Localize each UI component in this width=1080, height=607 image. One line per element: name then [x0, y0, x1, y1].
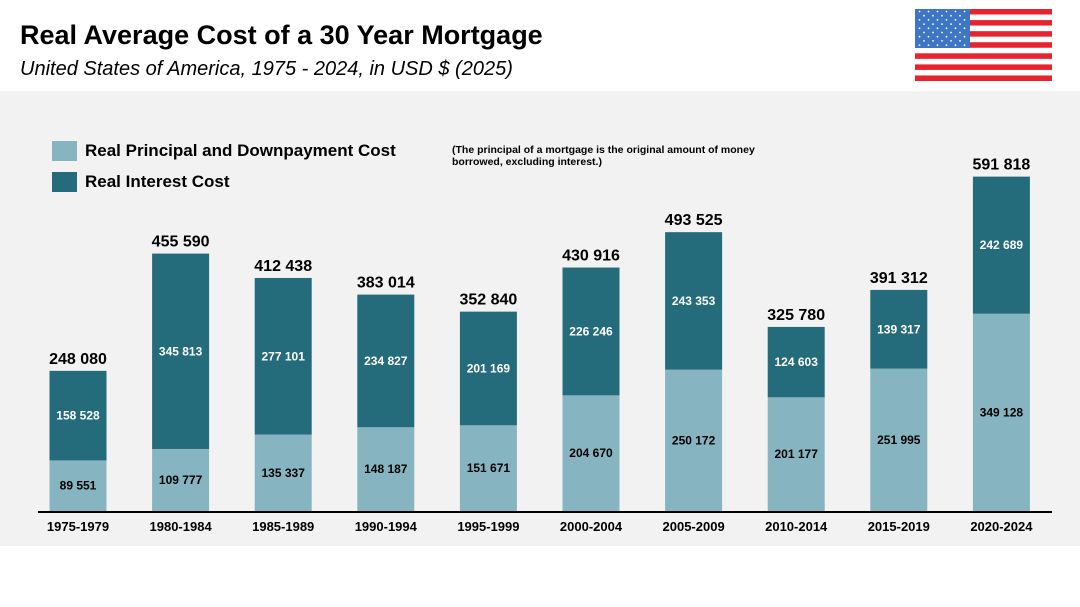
x-tick-label: 2000-2004 — [560, 519, 623, 534]
legend-principal: Real Principal and Downpayment Cost — [52, 141, 396, 161]
legend-interest: Real Interest Cost — [52, 172, 230, 192]
x-tick-label: 1975-1979 — [47, 519, 109, 534]
x-tick-label: 2015-2019 — [868, 519, 930, 534]
legend-label-principal: Real Principal and Downpayment Cost — [85, 141, 396, 160]
x-tick-label: 1985-1989 — [252, 519, 314, 534]
bar-interest — [562, 267, 620, 396]
bar-interest — [767, 326, 825, 398]
label-interest: 201 169 — [467, 361, 511, 375]
label-principal: 151 671 — [467, 461, 511, 475]
label-interest: 345 813 — [159, 344, 203, 358]
label-total: 455 590 — [152, 234, 210, 251]
label-total: 383 014 — [357, 275, 415, 292]
label-interest: 226 246 — [569, 324, 613, 338]
label-interest: 124 603 — [775, 355, 819, 369]
bar-principal — [459, 425, 517, 511]
label-interest: 243 353 — [672, 294, 716, 308]
bar-principal — [870, 368, 928, 511]
label-principal: 349 128 — [980, 405, 1024, 419]
us-flag-icon — [915, 9, 1052, 81]
bar-interest — [972, 176, 1030, 314]
bar-principal — [767, 397, 825, 511]
label-interest: 234 827 — [364, 354, 408, 368]
label-principal: 148 187 — [364, 462, 408, 476]
label-principal: 89 551 — [60, 479, 97, 493]
label-principal: 251 995 — [877, 433, 921, 447]
label-interest: 242 689 — [980, 238, 1024, 252]
label-interest: 139 317 — [877, 322, 921, 336]
label-total: 412 438 — [254, 258, 312, 275]
legend-swatch-interest — [52, 172, 77, 192]
label-interest: 158 528 — [56, 409, 100, 423]
bar-interest — [357, 294, 415, 428]
x-tick-label: 2005-2009 — [663, 519, 725, 534]
bar-principal — [972, 313, 1030, 511]
x-tick-label: 2020-2024 — [970, 519, 1033, 534]
bar-interest — [870, 289, 928, 369]
bar-principal — [152, 448, 210, 511]
bar-interest — [49, 370, 107, 461]
label-principal: 250 172 — [672, 433, 716, 447]
label-principal: 135 337 — [262, 466, 306, 480]
page-title: Real Average Cost of a 30 Year Mortgage — [20, 20, 543, 50]
bar-principal — [562, 395, 620, 511]
label-total: 352 840 — [459, 292, 517, 309]
label-principal: 109 777 — [159, 473, 203, 487]
label-total: 325 780 — [767, 307, 825, 324]
page-subtitle: United States of America, 1975 - 2024, i… — [20, 58, 513, 80]
legend-swatch-principal — [52, 141, 77, 161]
label-interest: 277 101 — [262, 349, 306, 363]
principal-note: (The principal of a mortgage is the orig… — [452, 144, 755, 168]
x-tick-label: 1990-1994 — [355, 519, 418, 534]
label-principal: 204 670 — [569, 446, 613, 460]
label-total: 591 818 — [972, 157, 1030, 174]
bar-interest — [254, 277, 312, 435]
label-total: 248 080 — [49, 351, 107, 368]
label-total: 430 916 — [562, 248, 620, 265]
legend-label-interest: Real Interest Cost — [85, 172, 230, 191]
label-total: 391 312 — [870, 270, 928, 287]
bar-principal — [49, 460, 107, 511]
label-total: 493 525 — [665, 212, 723, 229]
label-principal: 201 177 — [775, 447, 819, 461]
bar-interest — [152, 253, 210, 449]
x-tick-label: 1980-1984 — [150, 519, 213, 534]
bar-interest — [665, 232, 723, 370]
x-tick-label: 1995-1999 — [457, 519, 519, 534]
bar-interest — [459, 311, 517, 426]
bar-principal — [254, 434, 312, 511]
bar-principal — [665, 369, 723, 511]
x-tick-label: 2010-2014 — [765, 519, 828, 534]
bar-principal — [357, 427, 415, 511]
